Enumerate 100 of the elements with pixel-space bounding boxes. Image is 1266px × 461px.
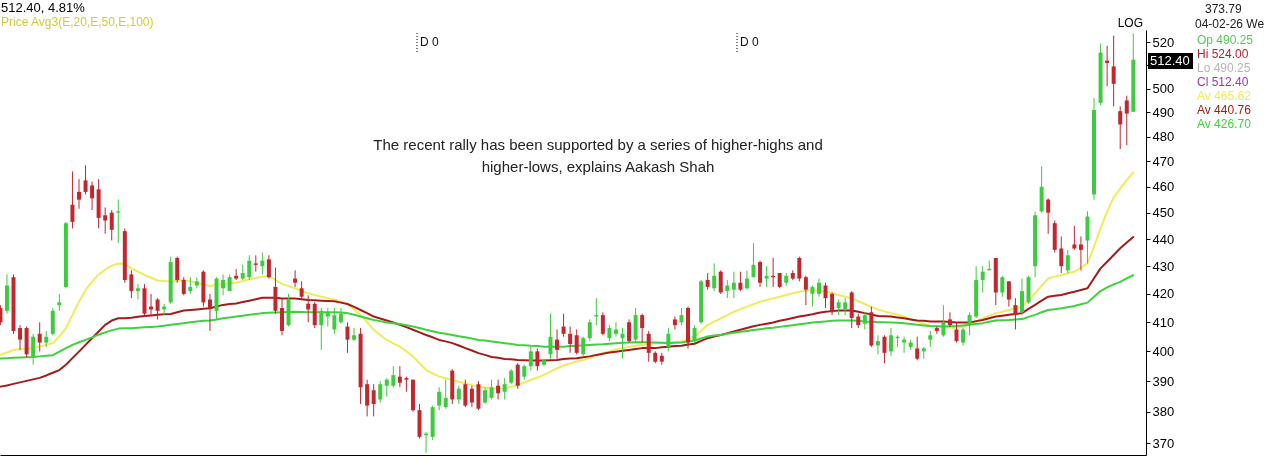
candlestick <box>731 271 736 299</box>
annotation: The recent rally has been supported by a series of higher-highs and higher-lows, explains Aakash Shah <box>373 136 823 175</box>
candlestick <box>279 297 284 336</box>
candlestick <box>561 313 566 338</box>
text: Av 465.62 <box>1197 89 1252 103</box>
candlestick <box>666 327 671 352</box>
candlestick <box>116 199 121 244</box>
candlestick <box>555 328 560 360</box>
text: Hi 524.00 <box>1197 47 1249 61</box>
chart-subtitle: Price Avg3(E,20,E,50,E,100) <box>1 15 154 29</box>
text: Op 490.25 <box>1197 33 1254 47</box>
candlestick <box>194 276 199 289</box>
candlestick <box>594 297 599 326</box>
text: 373.79 <box>1205 2 1243 16</box>
candlestick <box>627 318 632 344</box>
y-tick-label: 440 <box>1152 231 1175 247</box>
candlestick <box>247 254 252 281</box>
candlestick <box>437 386 442 411</box>
candlestick <box>915 336 920 361</box>
candlestick <box>764 265 769 288</box>
y-tick-label: 390 <box>1152 373 1175 389</box>
candlestick <box>1078 235 1083 271</box>
candlestick <box>587 318 592 342</box>
candlestick <box>332 307 337 335</box>
candlestick <box>109 209 114 241</box>
candlestick <box>803 275 808 306</box>
candlestick <box>751 242 756 278</box>
candlestick <box>352 327 357 342</box>
candlestick <box>129 269 134 299</box>
candlestick <box>980 265 985 293</box>
candlestick <box>221 273 226 296</box>
candlestick <box>76 178 81 210</box>
candlestick <box>568 326 573 354</box>
line-series <box>0 236 1135 388</box>
candlestick <box>502 377 507 400</box>
candlestick <box>70 171 75 229</box>
candlestick <box>1085 210 1090 264</box>
candlestick <box>600 311 605 336</box>
y-tick-label: 410 <box>1152 314 1175 330</box>
candlestick <box>50 307 55 336</box>
candlestick <box>574 328 579 355</box>
candlestick <box>738 271 743 292</box>
y-tick-label: 450 <box>1152 205 1175 221</box>
candlestick <box>941 304 946 338</box>
candlestick <box>338 307 343 325</box>
candlestick <box>810 285 815 308</box>
candlestick <box>1006 280 1011 308</box>
candlestick <box>260 252 265 275</box>
y-tick-label: 370 <box>1152 435 1175 451</box>
candlestick <box>640 313 645 344</box>
candlestick <box>253 254 258 273</box>
y-tick-label: 480 <box>1152 129 1175 145</box>
y-tick-label: 460 <box>1152 179 1175 195</box>
candlestick <box>816 278 821 298</box>
candlestick <box>902 336 907 354</box>
candlestick <box>469 385 474 408</box>
candlestick <box>181 276 186 296</box>
candlestick <box>725 279 730 299</box>
candlestick <box>273 267 278 315</box>
candlestick <box>672 316 677 330</box>
candlestick <box>613 321 618 338</box>
candlestick <box>207 293 212 332</box>
candlestick <box>1124 95 1129 146</box>
text: Lo 490.25 <box>1197 61 1251 75</box>
y-tick-label: 470 <box>1152 153 1175 169</box>
annotation: D 0 <box>740 35 759 49</box>
candlestick <box>293 269 298 288</box>
candlestick <box>934 326 939 335</box>
candlestick <box>312 301 317 329</box>
candlestick <box>1013 297 1018 330</box>
candlestick <box>135 283 140 301</box>
candlestick <box>489 379 494 400</box>
text: Cl 512.40 <box>1197 75 1249 89</box>
candlestick <box>1059 235 1064 274</box>
candlestick <box>954 321 959 344</box>
candlestick <box>1000 275 1005 298</box>
candlestick <box>345 321 350 354</box>
candlestick <box>319 307 324 351</box>
candlestick <box>830 292 835 316</box>
candlestick <box>1118 105 1123 150</box>
candlestick <box>758 260 763 288</box>
y-tick-label: 430 <box>1152 258 1175 274</box>
candlestick <box>456 385 461 405</box>
candlestick <box>797 256 802 282</box>
candlestick <box>37 321 42 352</box>
candlestick <box>646 330 651 363</box>
candlestick <box>1111 35 1116 107</box>
y-tick-label: 420 <box>1152 286 1175 302</box>
chart-title: 512.40, 4.81% <box>1 0 86 15</box>
candlestick <box>1072 225 1077 251</box>
candlestick <box>947 311 952 328</box>
candlestick <box>967 311 972 336</box>
candlestick <box>103 206 108 235</box>
candlestick <box>581 336 586 357</box>
candlestick <box>299 280 304 301</box>
candlestick <box>823 282 828 309</box>
candlestick <box>496 379 501 400</box>
candlestick <box>718 269 723 295</box>
candlestick <box>712 262 717 292</box>
candlestick <box>155 297 160 320</box>
